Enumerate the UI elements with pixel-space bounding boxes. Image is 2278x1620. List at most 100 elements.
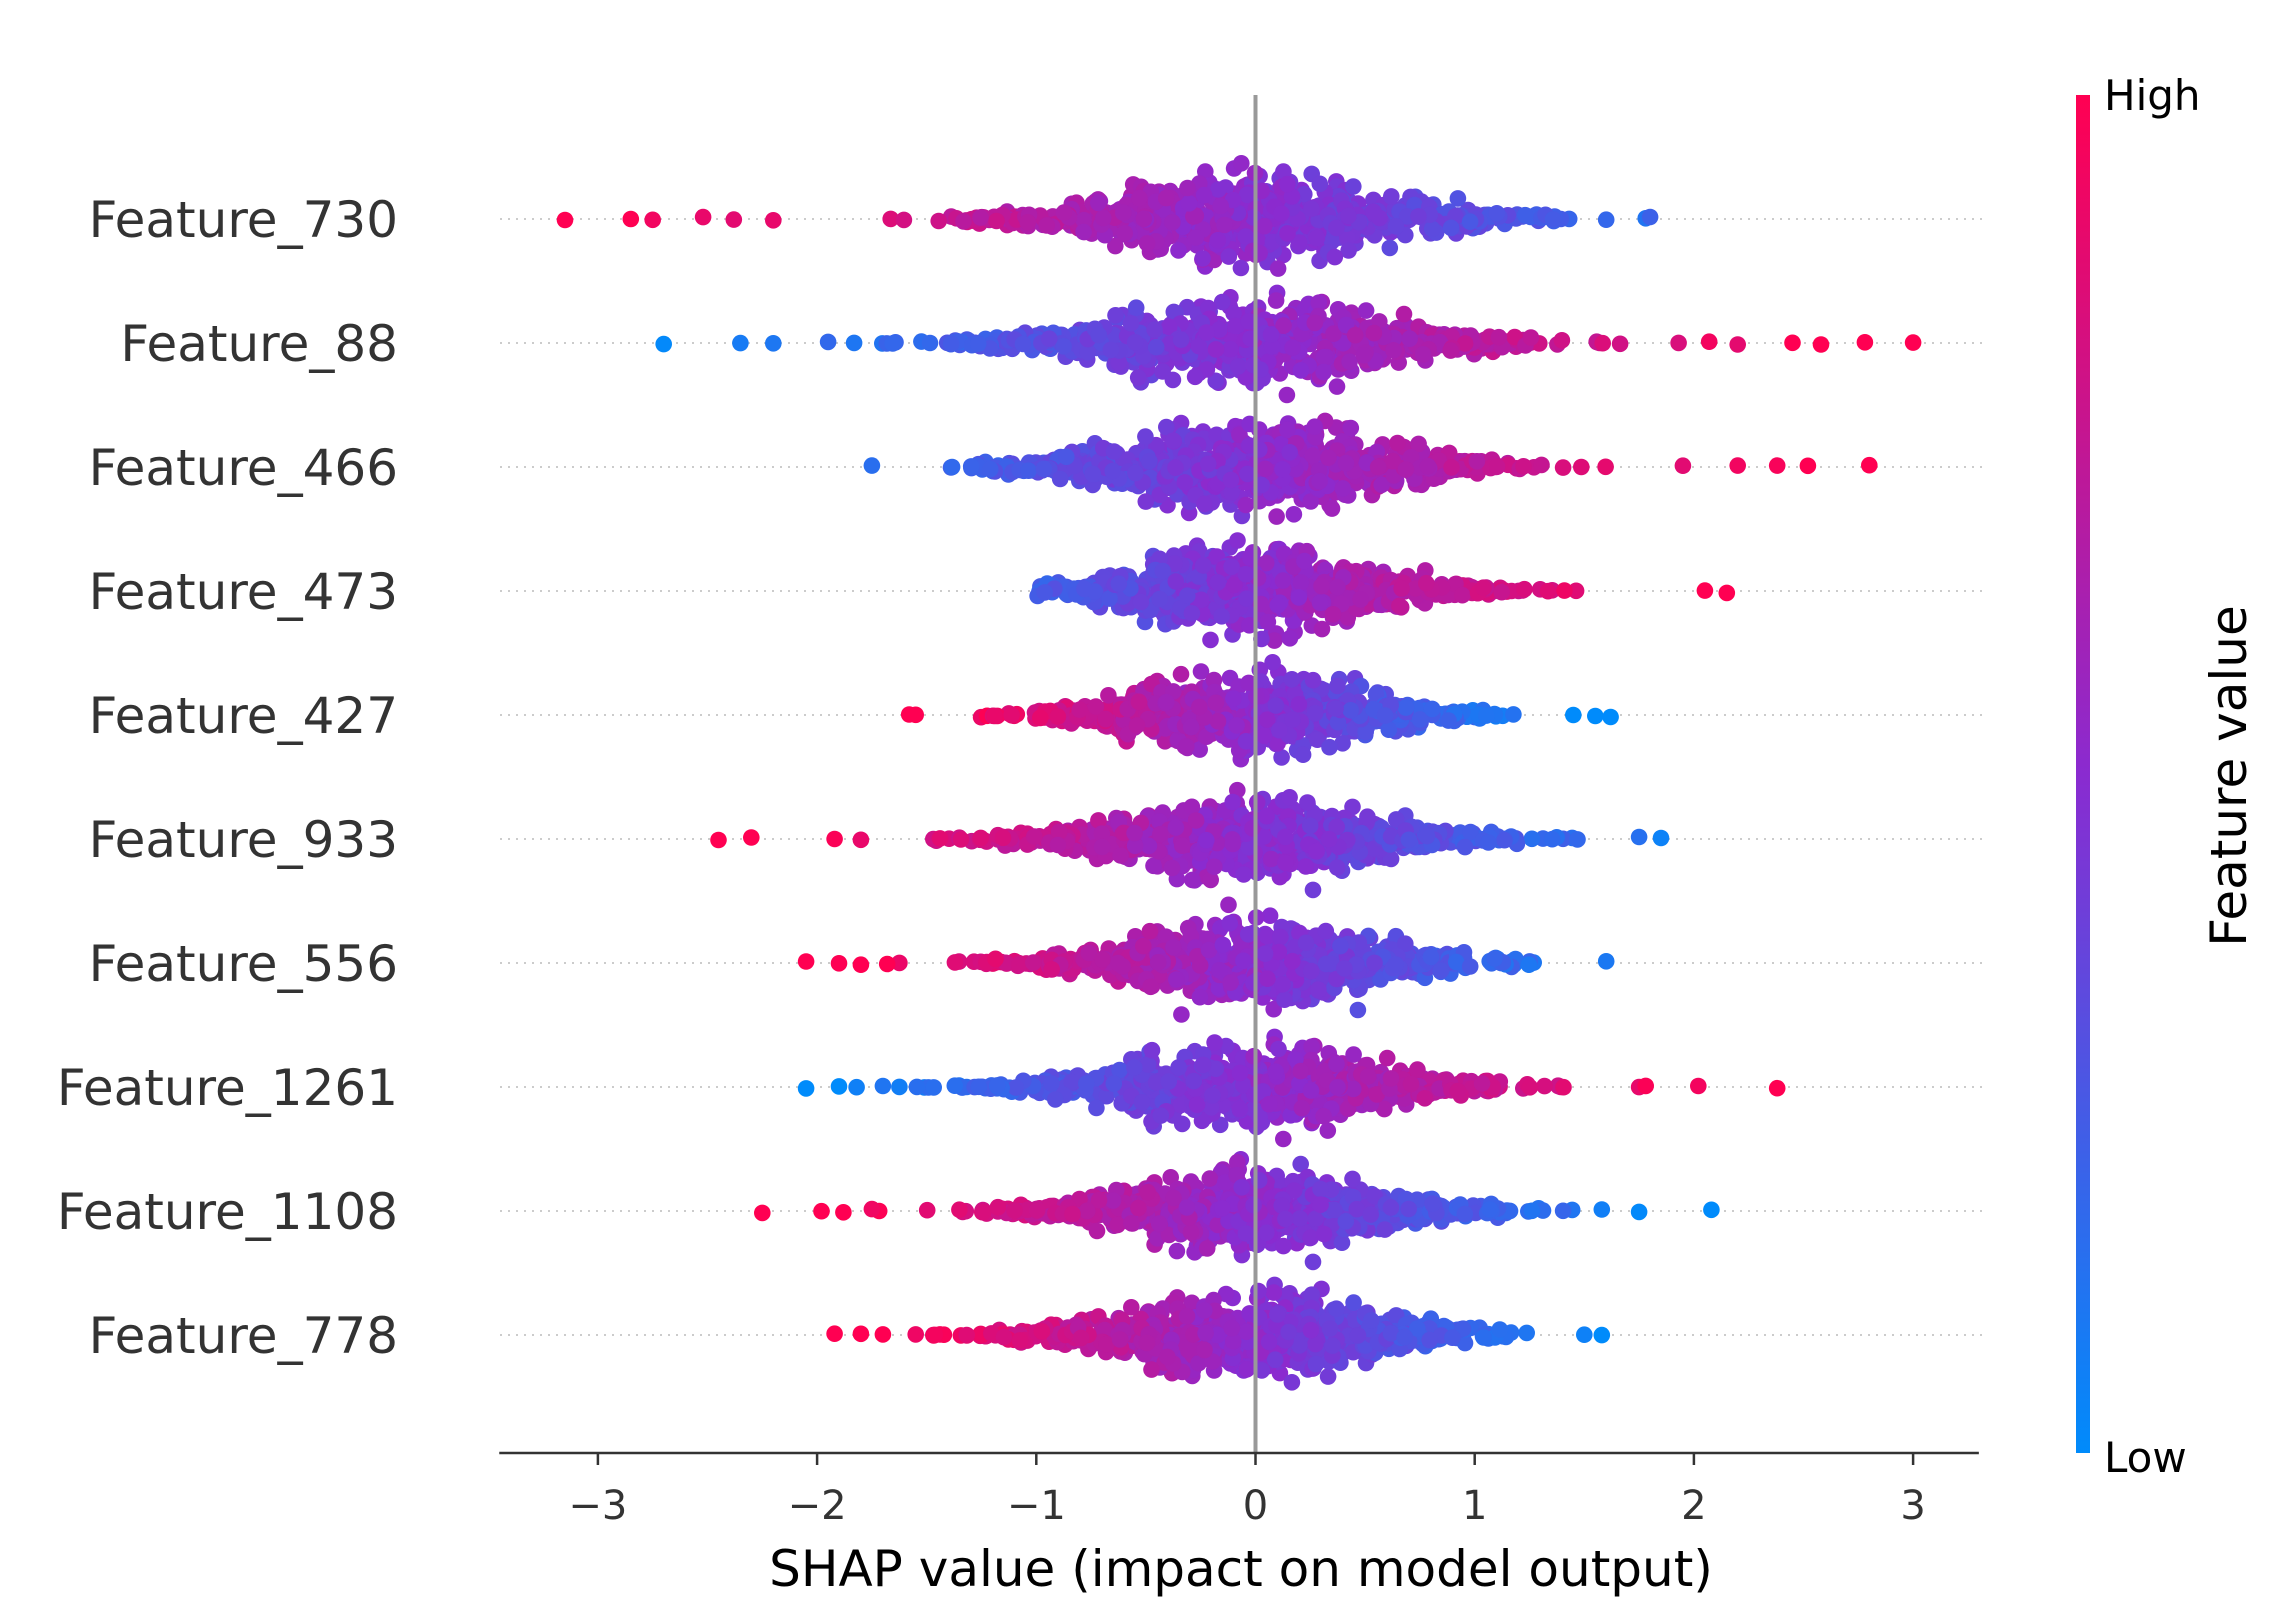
shap-point bbox=[1341, 353, 1358, 371]
shap-point bbox=[1187, 229, 1205, 246]
shap-point bbox=[1131, 189, 1148, 207]
shap-point bbox=[1328, 378, 1346, 395]
shap-point bbox=[931, 830, 949, 847]
shap-point bbox=[895, 211, 913, 229]
shap-point bbox=[1369, 458, 1387, 476]
shap-point bbox=[1239, 465, 1256, 483]
shap-point bbox=[1262, 326, 1280, 344]
shap-point bbox=[1329, 578, 1346, 596]
shap-point bbox=[907, 706, 924, 724]
shap-point bbox=[1383, 188, 1400, 205]
shap-point bbox=[1199, 455, 1217, 473]
shap-point bbox=[1225, 690, 1242, 707]
shap-point bbox=[1397, 461, 1415, 478]
shap-point bbox=[1040, 330, 1058, 348]
shap-point bbox=[1284, 711, 1301, 728]
shap-point bbox=[1183, 605, 1201, 622]
shap-point bbox=[732, 334, 749, 352]
shap-point bbox=[725, 211, 743, 228]
shap-point bbox=[1355, 346, 1373, 364]
shap-point bbox=[1700, 333, 1718, 351]
shap-point bbox=[1152, 826, 1169, 843]
shap-point bbox=[1696, 582, 1714, 599]
shap-point bbox=[1225, 305, 1242, 322]
shap-point bbox=[1170, 242, 1187, 259]
shap-point bbox=[1266, 632, 1283, 649]
shap-point bbox=[1442, 219, 1460, 237]
shap-point bbox=[1182, 718, 1200, 736]
shap-point bbox=[988, 212, 1005, 230]
shap-point bbox=[1904, 334, 1922, 351]
shap-point bbox=[1366, 954, 1383, 972]
shap-point bbox=[1095, 209, 1112, 227]
shap-point bbox=[1241, 437, 1258, 454]
shap-point bbox=[1329, 677, 1346, 695]
shap-point bbox=[1311, 472, 1328, 490]
shap-point bbox=[1232, 259, 1250, 277]
shap-point bbox=[1207, 372, 1224, 390]
shap-point bbox=[1419, 457, 1437, 475]
shap-point bbox=[1336, 960, 1353, 977]
shap-point bbox=[1553, 332, 1571, 349]
shap-point bbox=[1179, 179, 1196, 197]
shap-point bbox=[1076, 580, 1093, 598]
shap-point bbox=[1262, 850, 1280, 868]
shap-point bbox=[1191, 988, 1209, 1006]
shap-point bbox=[1263, 338, 1281, 355]
shap-point bbox=[1221, 915, 1238, 932]
shap-point bbox=[1328, 859, 1346, 876]
shap-point bbox=[1278, 386, 1296, 404]
shap-point bbox=[1231, 426, 1248, 444]
shap-point bbox=[1141, 453, 1158, 470]
shap-point bbox=[946, 954, 964, 971]
shap-point bbox=[1297, 858, 1315, 875]
shap-point bbox=[1147, 338, 1165, 356]
shap-point bbox=[1516, 206, 1534, 224]
shap-point bbox=[1202, 631, 1219, 649]
shap-point bbox=[1233, 155, 1250, 172]
shap-point bbox=[1281, 630, 1299, 647]
shap-point bbox=[1856, 334, 1874, 351]
shap-point bbox=[852, 831, 870, 849]
shap-point bbox=[1496, 831, 1513, 849]
shap-point bbox=[765, 212, 782, 229]
shap-point bbox=[694, 208, 712, 226]
shap-point bbox=[1554, 459, 1572, 476]
shap-point bbox=[1178, 738, 1195, 755]
shap-point bbox=[1105, 443, 1123, 460]
shap-point bbox=[1238, 590, 1255, 607]
shap-point bbox=[986, 707, 1003, 725]
shap-point bbox=[1259, 970, 1276, 987]
shap-point bbox=[1130, 693, 1148, 711]
shap-point bbox=[1229, 358, 1247, 375]
shap-point bbox=[1223, 558, 1240, 576]
shap-point bbox=[1768, 457, 1786, 474]
shap-point bbox=[1539, 582, 1557, 600]
shap-point bbox=[1127, 299, 1145, 317]
shap-point bbox=[1334, 480, 1352, 497]
shap-point bbox=[1058, 448, 1075, 466]
shap-point bbox=[1381, 239, 1399, 257]
shap-point bbox=[1158, 693, 1175, 711]
shap-point bbox=[1196, 495, 1213, 513]
shap-point bbox=[1240, 313, 1258, 330]
shap-point bbox=[1475, 579, 1492, 596]
shap-point bbox=[1146, 321, 1163, 339]
shap-point bbox=[1187, 812, 1205, 829]
shap-point bbox=[1110, 354, 1128, 371]
shap-point bbox=[1195, 186, 1213, 204]
shap-point bbox=[1172, 331, 1190, 349]
shap-point bbox=[1315, 363, 1332, 381]
shap-point bbox=[1154, 562, 1171, 580]
shap-point bbox=[1093, 838, 1111, 856]
shap-point bbox=[962, 458, 980, 475]
shap-point bbox=[1597, 953, 1615, 970]
shap-point bbox=[1055, 204, 1073, 221]
feature-row-points bbox=[900, 654, 1619, 768]
shap-point bbox=[1164, 214, 1181, 231]
shap-point bbox=[1729, 457, 1746, 474]
shap-point bbox=[1256, 945, 1274, 962]
shap-point bbox=[1393, 580, 1410, 597]
shap-point bbox=[1573, 458, 1590, 476]
